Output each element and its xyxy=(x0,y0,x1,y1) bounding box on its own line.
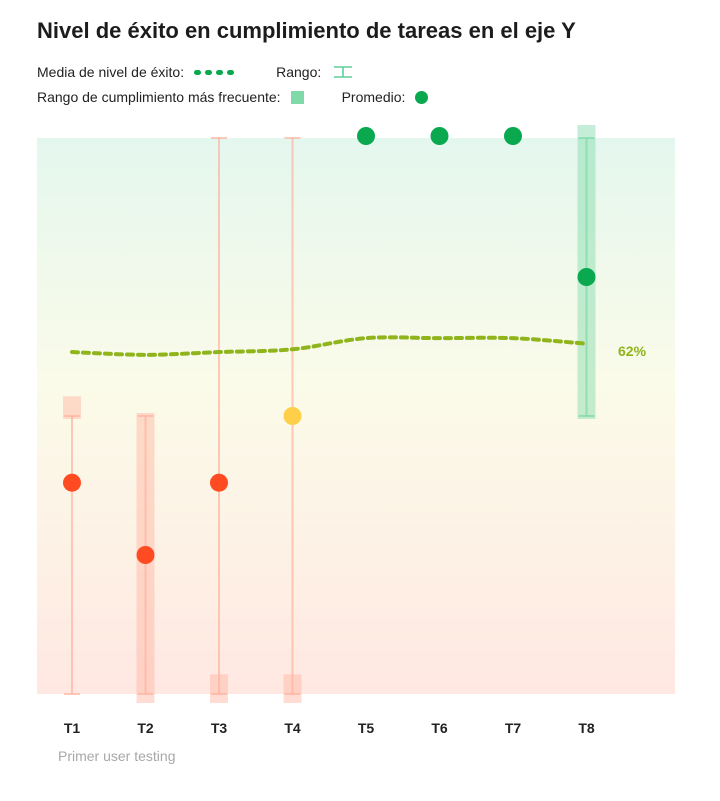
x-tick-label: T8 xyxy=(578,720,595,736)
mean-label: 62% xyxy=(618,343,647,359)
legend-row-2: Rango de cumplimiento más frecuente: Pro… xyxy=(37,89,458,105)
average-point-t2 xyxy=(136,546,155,564)
group-label: Primer user testing xyxy=(58,748,175,764)
chart-title: Nivel de éxito en cumplimiento de tareas… xyxy=(37,18,576,43)
average-point-t8 xyxy=(577,268,596,286)
dotted-line-icon xyxy=(194,69,238,75)
x-tick-label: T1 xyxy=(64,720,81,736)
average-point-t1 xyxy=(63,473,81,492)
legend-frequent: Rango de cumplimiento más frecuente: xyxy=(37,89,304,105)
legend-average: Promedio: xyxy=(342,89,429,105)
frequent-range-band xyxy=(63,396,81,419)
legend-row-1: Media de nivel de éxito: Rango: xyxy=(37,64,385,80)
average-point-t6 xyxy=(430,127,449,145)
legend-range-label: Rango: xyxy=(276,64,322,80)
frequent-range-band xyxy=(283,674,302,703)
legend-mean-label: Media de nivel de éxito: xyxy=(37,64,185,80)
mean-line xyxy=(70,335,589,357)
x-tick-label: T3 xyxy=(211,720,228,736)
average-point-t5 xyxy=(357,127,375,145)
x-tick-label: T5 xyxy=(358,720,375,736)
frequent-range-band xyxy=(210,674,228,703)
x-tick-label: T4 xyxy=(284,720,301,736)
legend-range: Rango: xyxy=(276,64,355,80)
circle-icon xyxy=(415,90,429,104)
average-point-t3 xyxy=(210,473,228,492)
range-bracket-icon xyxy=(331,65,355,79)
x-tick-label: T2 xyxy=(137,720,154,736)
legend-frequent-label: Rango de cumplimiento más frecuente: xyxy=(37,89,281,105)
average-point-t4 xyxy=(283,407,302,425)
average-point-t7 xyxy=(504,127,522,145)
legend-average-label: Promedio: xyxy=(341,89,406,105)
square-icon xyxy=(290,90,304,104)
x-tick-label: T7 xyxy=(505,720,522,736)
legend-mean: Media de nivel de éxito: xyxy=(37,64,238,80)
x-tick-label: T6 xyxy=(431,720,448,736)
